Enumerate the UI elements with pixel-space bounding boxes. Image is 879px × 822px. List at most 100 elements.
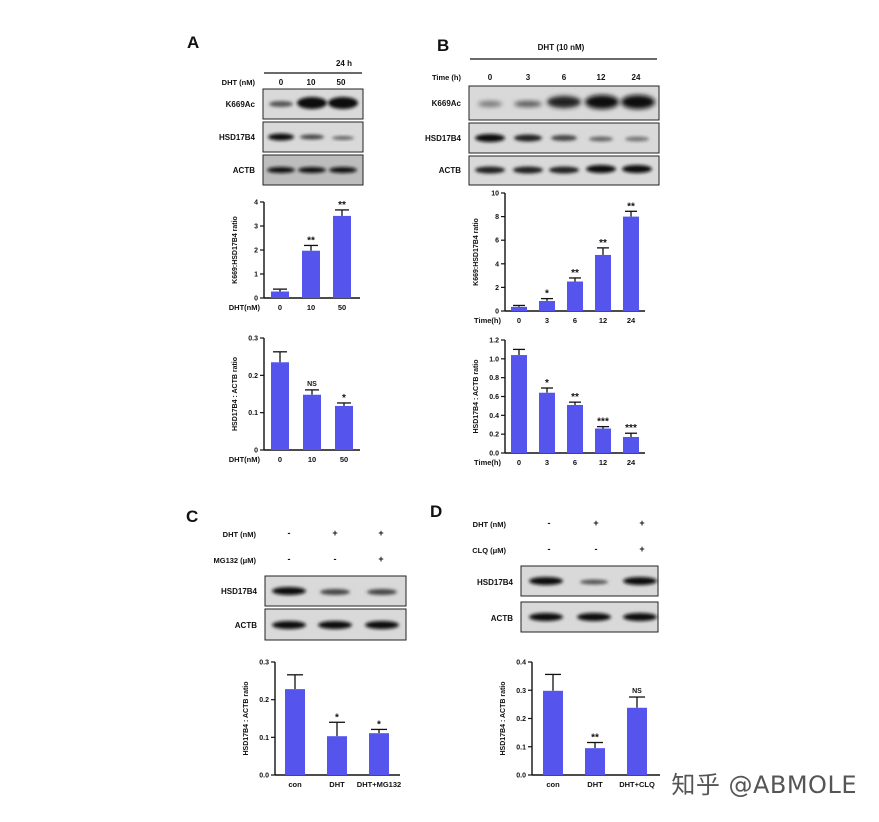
x-tick-label: 0 <box>517 316 521 325</box>
y-axis-label: HSD17B4 : ACTB ratio <box>232 357 239 431</box>
panel-b-row-label: Time (h) <box>432 73 462 82</box>
panel-b-cond-4: 24 <box>632 73 641 82</box>
panel-a-row-label: DHT (nM) <box>222 78 256 87</box>
panel-c-row0-label: DHT (nM) <box>223 530 257 539</box>
panel-a-cond-2: 50 <box>337 78 346 87</box>
chart-b-hsd17b4-actb: 0.0 0.2 0.4 0.6 0.8 1.0 1.2 HSD17B4 : ACTB rati… <box>473 338 645 467</box>
bar <box>567 281 583 311</box>
y-axis-label: HSD17B4 : ACTB ratio <box>473 359 480 433</box>
y-tick-label: 2 <box>254 248 258 255</box>
panel-d-blot-label-1: ACTB <box>491 614 513 623</box>
bar <box>595 428 611 453</box>
panel-a-header: 24 h <box>336 59 352 68</box>
panel-d-row1-v2: + <box>639 544 644 554</box>
x-tick-label: 10 <box>308 455 316 464</box>
y-tick-label: 0.8 <box>489 375 499 382</box>
bar <box>623 216 639 311</box>
x-axis-label: DHT(nM) <box>229 455 261 464</box>
panel-b-blot-actb <box>468 155 660 186</box>
panel-a-cond-0: 0 <box>279 78 284 87</box>
y-tick-label: 0.3 <box>516 688 526 695</box>
x-axis-label: Time(h) <box>474 458 501 467</box>
y-axis-label: HSD17B4 : ACTB ratio <box>500 681 507 755</box>
x-tick-label: DHT+MG132 <box>357 780 401 789</box>
x-tick-label: con <box>546 780 560 789</box>
y-tick-label: 0.0 <box>259 773 269 780</box>
significance-label: * <box>377 719 381 730</box>
panel-a-blot-k669ac <box>262 88 364 120</box>
y-tick-label: 4 <box>495 261 499 268</box>
significance-label: *** <box>625 423 637 434</box>
panel-c-row0-v0: - <box>288 528 291 538</box>
panel-c-blot-actb <box>264 608 407 641</box>
panel-c-row0-v1: + <box>332 528 337 538</box>
x-tick-label: 10 <box>307 303 315 312</box>
bar <box>623 436 639 453</box>
panel-b-blot-label-2: ACTB <box>439 166 461 175</box>
bar <box>271 291 289 298</box>
significance-label: * <box>335 712 339 723</box>
y-tick-label: 2 <box>495 285 499 292</box>
significance-label: ** <box>627 201 635 212</box>
panel-d-row1-label: CLQ (μM) <box>472 546 506 555</box>
y-axis-label: K669:HSD17B4 ratio <box>232 216 239 284</box>
panel-d-row0-v1: + <box>593 518 598 528</box>
x-tick-label: 50 <box>338 303 346 312</box>
y-tick-label: 6 <box>495 238 499 245</box>
bar <box>333 215 351 298</box>
bar <box>627 707 647 775</box>
x-tick-label: DHT+CLQ <box>619 780 655 789</box>
x-tick-label: 24 <box>627 458 636 467</box>
panel-a-blot-label-0: K669Ac <box>226 100 256 109</box>
panel-a-blot-hsd17b4 <box>262 121 364 153</box>
panel-d-row0-label: DHT (nM) <box>473 520 507 529</box>
x-tick-label: 3 <box>545 458 549 467</box>
significance-label: NS <box>307 381 317 388</box>
significance-label: ** <box>338 200 346 211</box>
bar <box>539 300 555 311</box>
x-tick-label: 50 <box>340 455 348 464</box>
panel-c-blot-hsd17b4 <box>264 575 407 607</box>
bar <box>285 689 305 775</box>
chart-d-hsd17b4-actb: 0.0 0.1 0.2 0.3 0.4 HSD17B4 : ACTB ratio con DH… <box>500 660 660 789</box>
significance-label: ** <box>591 733 599 744</box>
bar <box>511 306 527 311</box>
y-tick-label: 1 <box>254 272 258 279</box>
panel-a-blot-label-1: HSD17B4 <box>219 133 256 142</box>
panel-c-row1-v2: + <box>378 554 383 564</box>
y-tick-label: 0.2 <box>516 716 526 723</box>
x-tick-label: 6 <box>573 316 577 325</box>
x-axis-label: Time(h) <box>474 316 501 325</box>
panel-b-blot-hsd17b4 <box>468 122 660 154</box>
significance-label: * <box>342 393 346 404</box>
panel-d-row0-v2: + <box>639 518 644 528</box>
significance-label: * <box>545 289 549 300</box>
significance-label: ** <box>571 268 579 279</box>
panel-d-blot-label-0: HSD17B4 <box>477 578 514 587</box>
panel-b-blot-label-1: HSD17B4 <box>425 134 462 143</box>
y-tick-label: 0.1 <box>516 744 526 751</box>
watermark: 知乎 @ABMOLE <box>671 771 857 799</box>
panel-b-cond-2: 6 <box>562 73 567 82</box>
significance-label: *** <box>597 417 609 428</box>
x-tick-label: 3 <box>545 316 549 325</box>
panel-b-blot-label-0: K669Ac <box>432 99 462 108</box>
panel-b-header: DHT (10 nM) <box>538 43 585 52</box>
y-tick-label: 3 <box>254 224 258 231</box>
bar <box>539 392 555 453</box>
bar <box>303 394 321 450</box>
bar <box>335 405 353 450</box>
y-tick-label: 0.0 <box>516 773 526 780</box>
panel-a-blot-actb <box>262 154 364 186</box>
x-tick-label: 6 <box>573 458 577 467</box>
panel-d-blot-hsd17b4 <box>520 565 659 597</box>
panel-b-cond-1: 3 <box>526 73 531 82</box>
y-axis-label: HSD17B4 : ACTB ratio <box>243 681 250 755</box>
x-tick-label: 24 <box>627 316 636 325</box>
panel-d-blot-actb <box>520 601 659 633</box>
panel-d-row1-v0: - <box>548 544 551 554</box>
panel-c-blot-label-1: ACTB <box>235 621 257 630</box>
y-tick-label: 0.0 <box>489 451 499 458</box>
